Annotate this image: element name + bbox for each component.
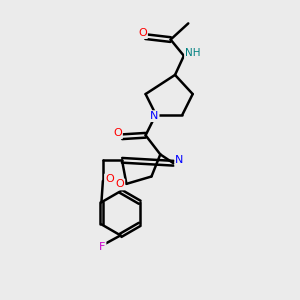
Text: N: N	[175, 155, 184, 165]
Text: NH: NH	[185, 48, 200, 58]
Text: O: O	[116, 179, 124, 190]
Text: O: O	[138, 28, 147, 38]
Text: F: F	[99, 242, 106, 252]
Text: O: O	[105, 174, 114, 184]
Text: O: O	[113, 128, 122, 138]
Text: N: N	[150, 111, 159, 121]
